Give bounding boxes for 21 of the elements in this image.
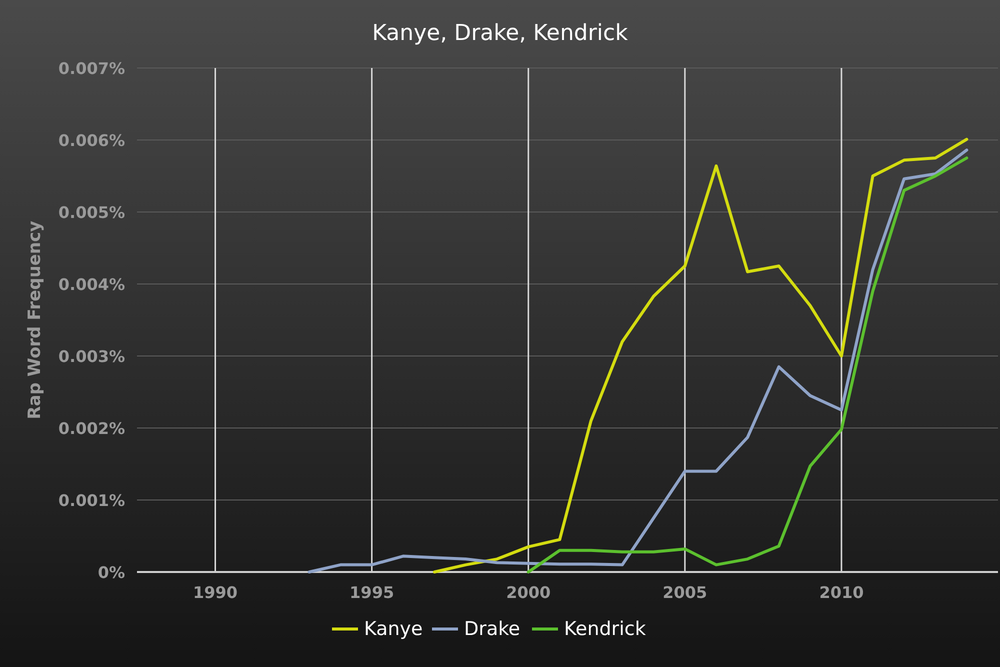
legend-label: Kendrick	[564, 618, 646, 640]
legend-label: Drake	[464, 618, 520, 640]
y-tick-label: 0.007%	[58, 59, 125, 78]
chart-title: Kanye, Drake, Kendrick	[372, 21, 628, 46]
line-series	[432, 138, 968, 574]
y-tick-label: 0.001%	[58, 491, 125, 510]
line-series	[308, 148, 968, 574]
y-tick-label: 0.003%	[58, 347, 125, 366]
legend-label: Kanye	[364, 618, 423, 640]
x-tick-label: 2010	[819, 583, 864, 602]
y-tick-label: 0%	[98, 563, 125, 582]
y-axis-title: Rap Word Frequency	[25, 220, 45, 420]
x-tick-label: 2005	[662, 583, 708, 602]
x-tick-label: 1990	[193, 583, 238, 602]
y-tick-label: 0.002%	[58, 419, 125, 438]
x-tick-label: 2000	[506, 583, 551, 602]
line-series	[526, 156, 968, 574]
y-tick-label: 0.006%	[58, 131, 125, 150]
x-tick-label: 1995	[350, 583, 394, 602]
y-tick-label: 0.005%	[58, 203, 125, 222]
y-tick-label: 0.004%	[58, 275, 125, 294]
